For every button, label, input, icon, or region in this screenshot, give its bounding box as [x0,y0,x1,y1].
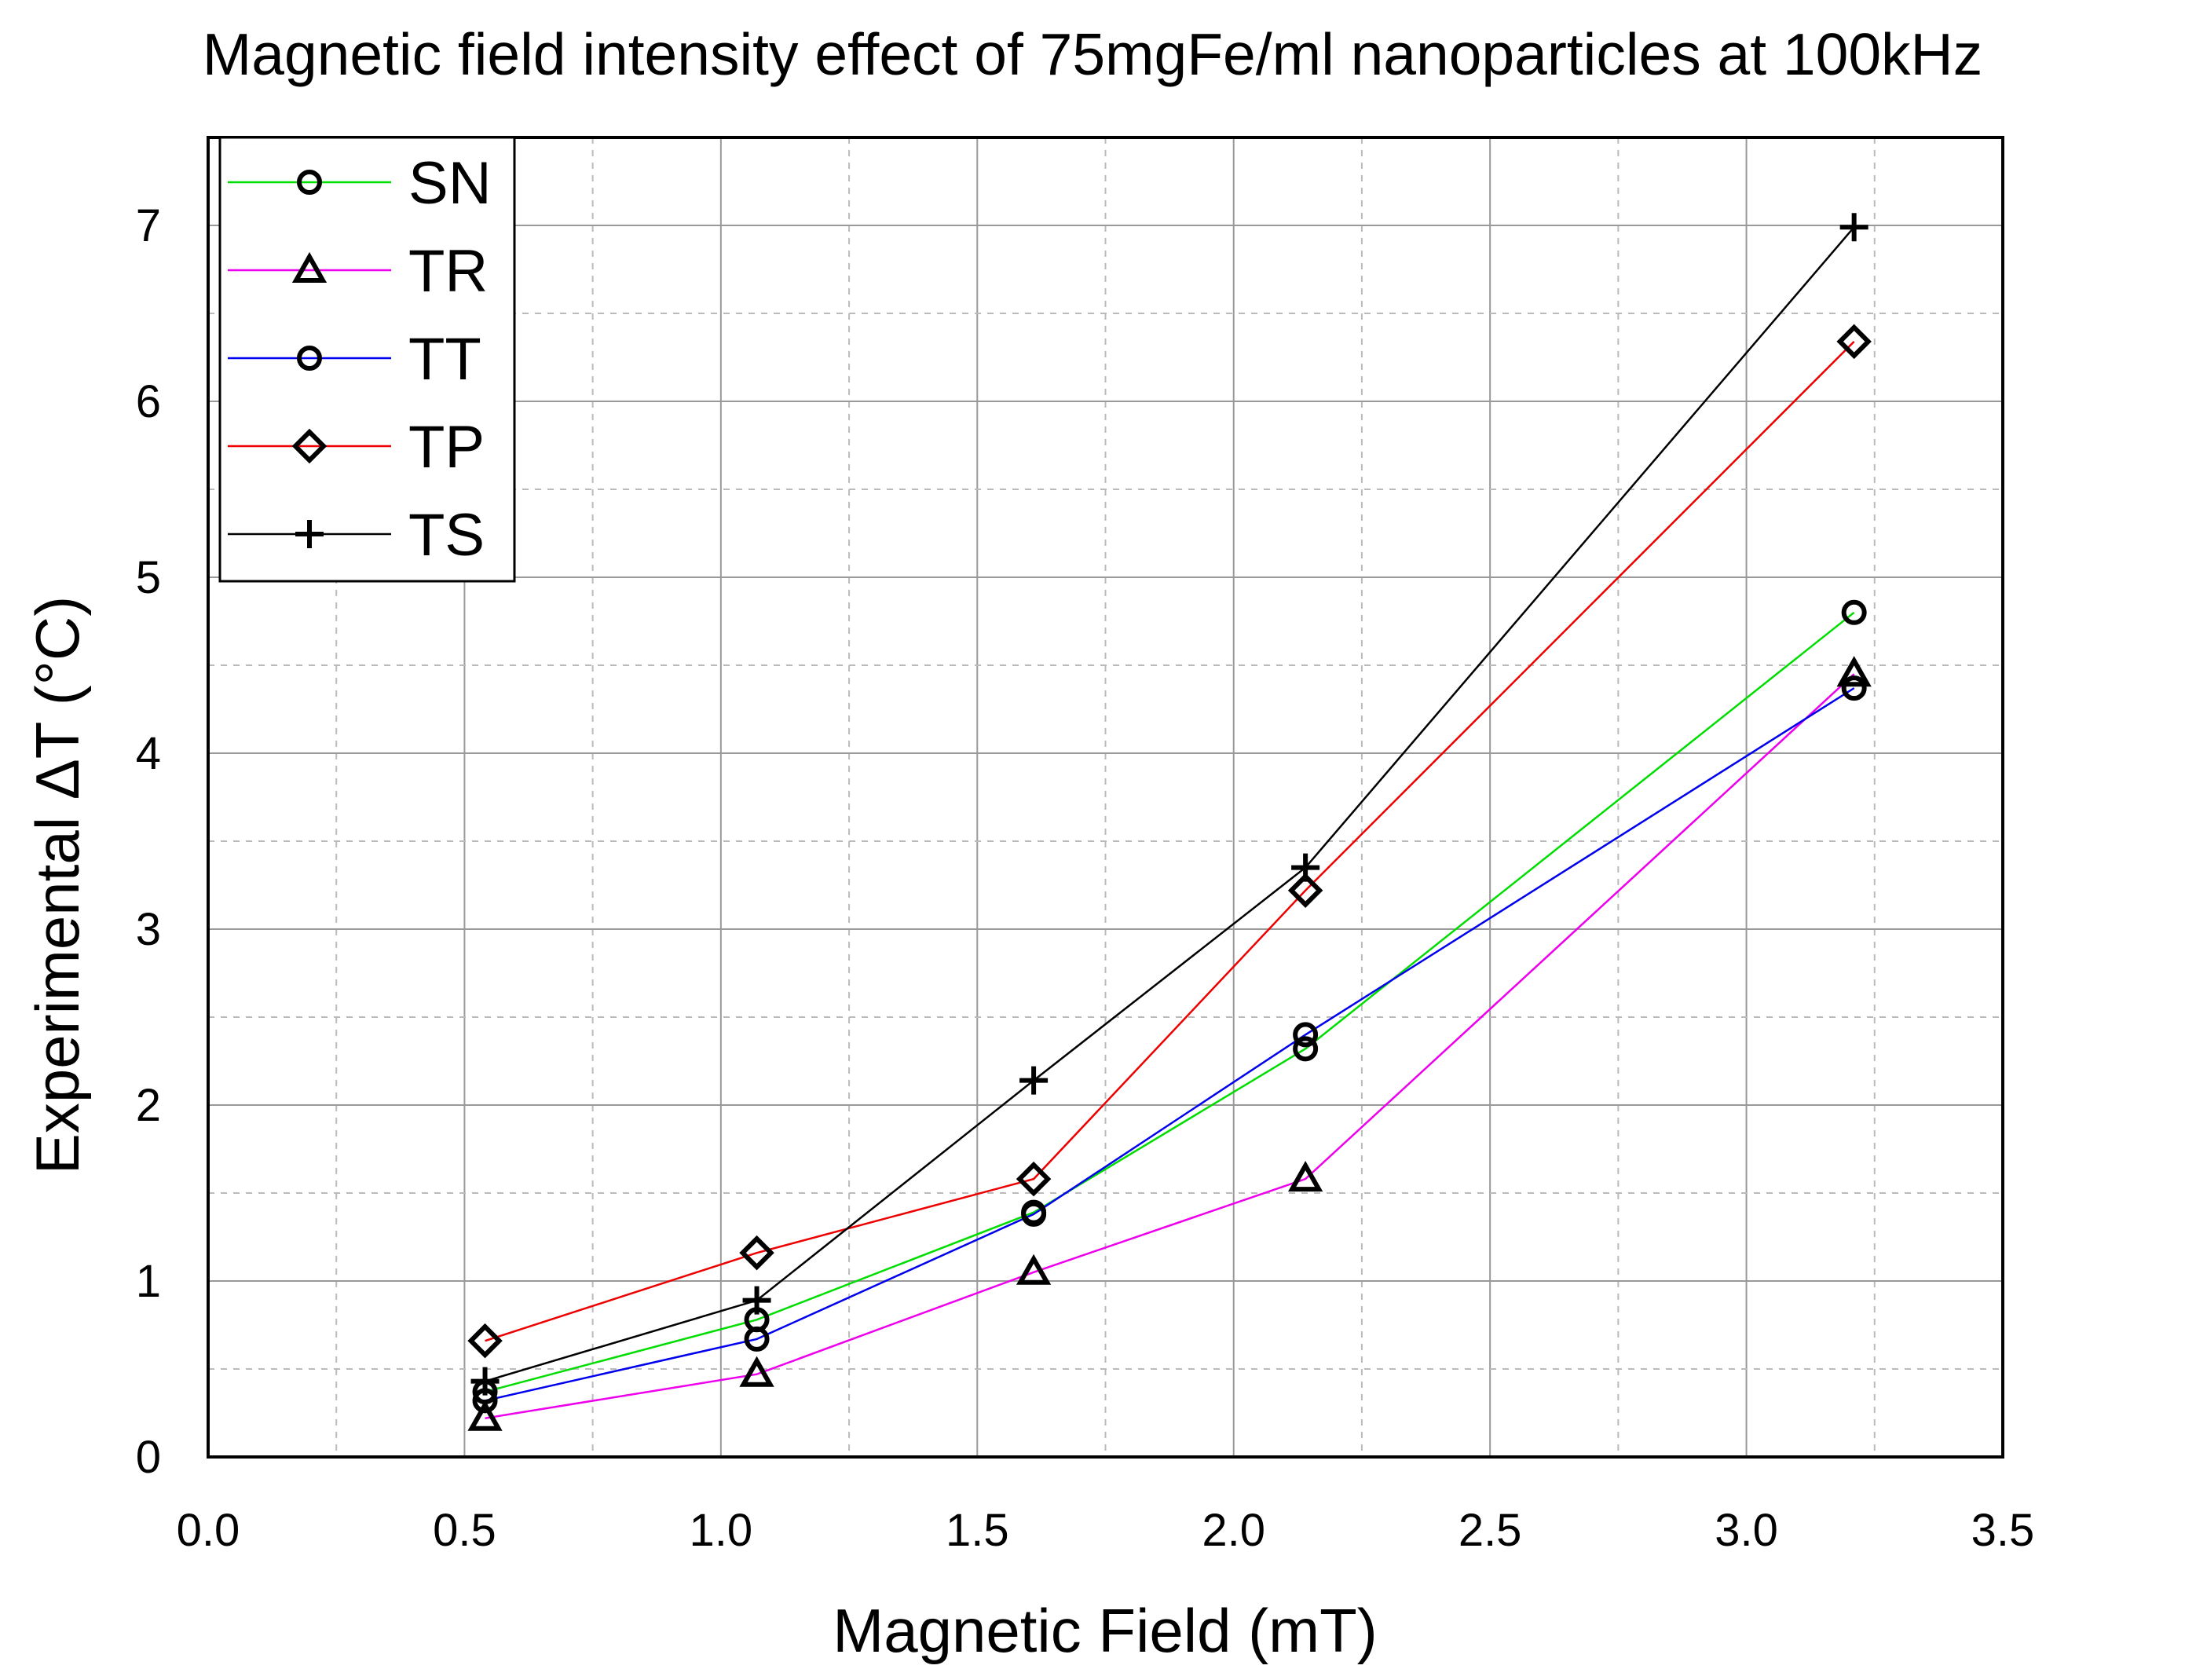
y-tick-label: 3 [136,904,161,955]
series-line-tr [485,673,1855,1419]
x-tick-label: 0.0 [177,1505,240,1556]
y-tick-label: 5 [136,552,161,603]
legend-label-tt: TT [408,326,481,393]
data-point-tt [1293,1022,1319,1048]
x-tick-labels: 0.0 0.5 1.0 1.5 2.0 2.5 3.0 3.5 [177,1505,2035,1556]
y-tick-label: 1 [136,1256,161,1307]
data-point-tp [739,1235,774,1271]
series-markers [467,213,1872,1431]
x-tick-label: 3.5 [1971,1505,2035,1556]
x-tick-label: 2.5 [1458,1505,1522,1556]
legend-marker-tt [297,346,322,371]
legend-label-tp: TP [408,414,485,481]
data-point-tt [744,1326,770,1352]
legend-label-sn: SN [408,150,492,217]
legend-marker-ts [295,520,324,548]
legend: SN TR TT TP TS [218,136,516,583]
data-point-sn [1293,1036,1319,1062]
data-point-tp [467,1323,503,1359]
data-point-tt [1021,1201,1047,1227]
y-tick-label: 2 [136,1080,161,1131]
data-point-tr [1836,656,1872,687]
data-point-sn [1841,599,1867,625]
legend-box [218,136,516,583]
series-line-tp [485,340,1855,1342]
series-lines [485,226,1855,1419]
y-tick-labels: 0 1 2 3 4 5 6 7 [136,200,161,1483]
legend-marker-sn [297,170,322,195]
data-point-tr [467,1400,503,1431]
data-point-ts [1291,853,1320,882]
chart-title: Magnetic field intensity effect of 75mgF… [203,21,1982,87]
x-axis-label: Magnetic Field (mT) [833,1596,1377,1665]
data-point-tr [739,1356,774,1387]
x-tick-label: 0.5 [433,1505,496,1556]
data-point-tr [1016,1254,1052,1285]
data-point-ts [742,1286,771,1315]
legend-marker-tr [291,251,328,283]
y-tick-label: 4 [136,728,161,779]
series-line-tt [485,687,1855,1402]
y-tick-label: 0 [136,1432,161,1483]
x-tick-label: 1.5 [946,1505,1009,1556]
data-point-tp [1287,873,1323,908]
x-tick-label: 1.0 [690,1505,753,1556]
x-tick-label: 3.0 [1715,1505,1778,1556]
x-tick-label: 2.0 [1202,1505,1265,1556]
series-line-sn [485,611,1855,1393]
legend-label-ts: TS [408,502,485,569]
legend-marker-tp [291,428,328,464]
data-point-ts [1019,1066,1049,1095]
y-tick-label: 7 [136,200,161,251]
data-point-tt [1841,675,1867,701]
y-axis-label: Experimental ΔT (°C) [23,596,92,1174]
data-point-ts [1839,213,1868,242]
data-point-ts [470,1367,500,1396]
data-point-tr [1287,1160,1323,1192]
legend-label-tr: TR [408,238,488,305]
series-line-ts [485,226,1855,1382]
data-point-tp [1836,324,1872,360]
plot-frame [207,136,2004,1459]
y-tick-label: 6 [136,376,161,427]
data-point-tp [1016,1161,1052,1197]
